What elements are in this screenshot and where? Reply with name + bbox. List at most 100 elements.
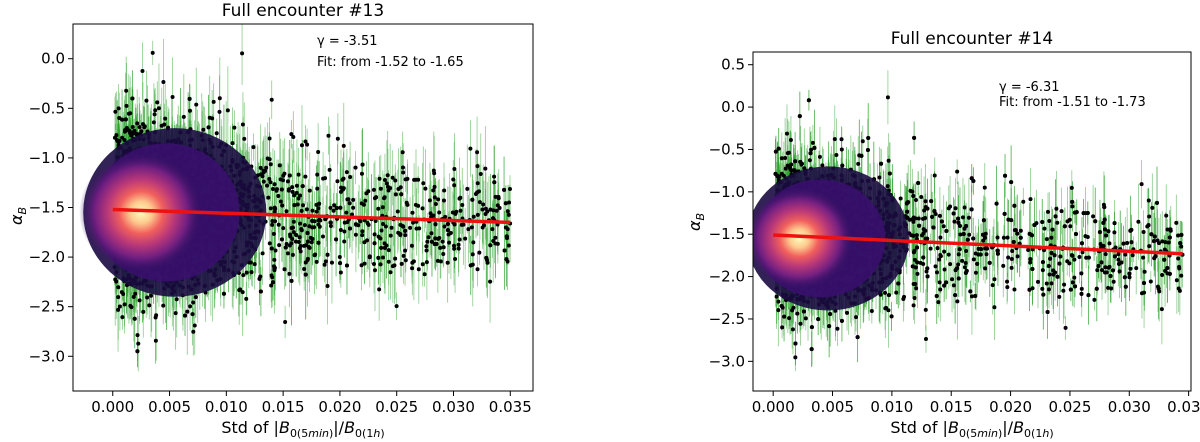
data-point — [359, 263, 364, 268]
data-point — [295, 202, 300, 207]
data-point — [400, 165, 405, 170]
data-point — [445, 260, 450, 265]
data-point — [124, 126, 129, 131]
data-point — [291, 219, 296, 224]
data-point — [265, 156, 270, 161]
data-point — [192, 323, 197, 328]
data-point — [416, 267, 421, 272]
data-point — [240, 51, 245, 56]
data-point — [400, 150, 405, 155]
data-point — [310, 208, 315, 213]
data-point — [424, 244, 429, 249]
data-point — [249, 270, 254, 275]
data-point — [382, 178, 387, 183]
data-point — [284, 209, 289, 214]
data-point — [147, 303, 152, 308]
data-point — [292, 193, 297, 198]
data-point — [225, 108, 230, 113]
data-point — [432, 184, 437, 189]
data-point — [187, 108, 192, 113]
data-point — [163, 116, 168, 121]
data-point — [392, 263, 397, 268]
data-point — [381, 222, 386, 227]
data-point — [341, 186, 346, 191]
data-point — [492, 174, 497, 179]
data-point — [496, 196, 501, 201]
data-point — [506, 212, 511, 217]
data-point — [360, 229, 365, 234]
data-point — [331, 208, 336, 213]
data-point — [321, 176, 326, 181]
data-point — [309, 240, 314, 245]
data-point — [285, 251, 290, 256]
data-point — [480, 225, 485, 230]
data-point — [302, 223, 307, 228]
data-point — [380, 255, 385, 260]
data-point — [294, 183, 299, 188]
data-point — [252, 262, 257, 267]
data-point — [363, 198, 368, 203]
data-point — [232, 125, 237, 130]
data-point — [135, 349, 140, 354]
data-point — [401, 170, 406, 175]
data-point — [140, 68, 145, 73]
data-point — [258, 172, 263, 177]
data-point — [475, 181, 480, 186]
data-point — [305, 142, 310, 147]
data-point — [393, 256, 398, 261]
data-point — [242, 136, 247, 141]
data-point — [270, 222, 275, 227]
data-point — [477, 200, 482, 205]
data-point — [453, 256, 458, 261]
data-point — [506, 243, 511, 248]
data-point — [281, 226, 286, 231]
data-point — [283, 319, 288, 324]
chart-panel-13: Full encounter #13 0.000 0.005 0.010 0.015 0… — [7, 1, 534, 440]
data-point — [201, 127, 206, 132]
data-point — [261, 179, 266, 184]
data-point — [338, 227, 343, 232]
data-point — [135, 333, 140, 338]
data-point — [351, 205, 356, 210]
data-point — [286, 188, 291, 193]
data-point — [289, 278, 294, 283]
data-point — [298, 244, 303, 249]
data-point — [156, 106, 161, 111]
data-point — [438, 259, 443, 264]
data-point — [396, 230, 401, 235]
data-point — [441, 245, 446, 250]
data-point — [396, 187, 401, 192]
data-point — [329, 260, 334, 265]
data-point — [117, 304, 122, 309]
data-point — [289, 241, 294, 246]
data-point — [334, 205, 339, 210]
data-point — [211, 99, 216, 104]
data-point — [335, 179, 340, 184]
data-point — [420, 206, 425, 211]
data-point — [485, 209, 490, 214]
data-point — [480, 207, 485, 212]
data-point — [440, 239, 445, 244]
data-point — [362, 240, 367, 245]
data-point — [181, 114, 186, 119]
data-point — [272, 182, 277, 187]
data-point — [403, 177, 408, 182]
data-point — [285, 179, 290, 184]
data-point — [493, 235, 498, 240]
data-point — [394, 304, 399, 309]
data-point — [447, 240, 452, 245]
data-point — [422, 272, 427, 277]
data-point — [267, 176, 272, 181]
data-point — [463, 236, 468, 241]
data-point — [274, 187, 279, 192]
data-point — [335, 136, 340, 141]
data-point — [441, 198, 446, 203]
data-point — [323, 259, 328, 264]
data-point — [122, 129, 127, 134]
data-point — [491, 216, 496, 221]
data-point — [359, 171, 364, 176]
data-point — [270, 187, 275, 192]
data-point — [326, 133, 331, 138]
data-point — [264, 165, 269, 170]
data-point — [316, 206, 321, 211]
